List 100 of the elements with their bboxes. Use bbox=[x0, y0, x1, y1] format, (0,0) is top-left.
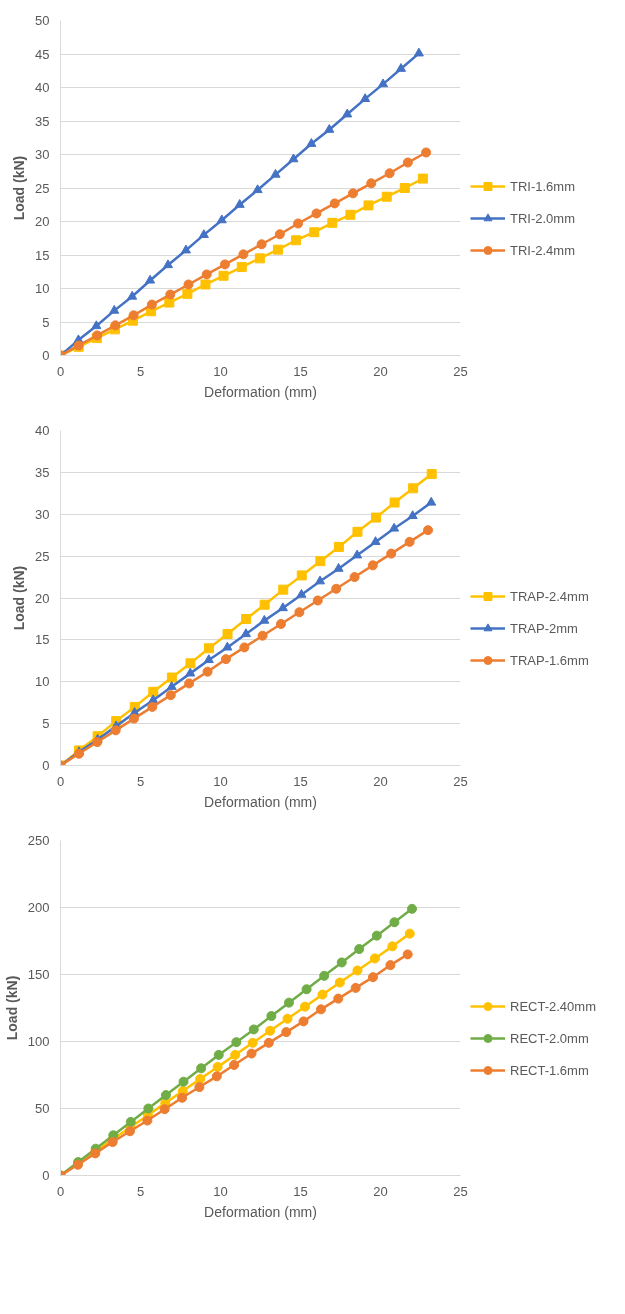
point bbox=[146, 299, 157, 310]
point bbox=[389, 917, 400, 928]
x-tick-label: 5 bbox=[136, 363, 145, 379]
point bbox=[201, 269, 212, 280]
point bbox=[166, 672, 177, 683]
x-tick-label: 0 bbox=[56, 363, 65, 379]
point bbox=[312, 595, 323, 606]
point bbox=[296, 570, 307, 581]
point bbox=[281, 1027, 292, 1038]
x-axis-title: Deformation (mm) bbox=[204, 793, 317, 810]
x-tick-label: 25 bbox=[453, 1183, 468, 1199]
y-tick-label: 30 bbox=[35, 147, 50, 162]
point bbox=[203, 643, 214, 654]
point bbox=[407, 510, 418, 520]
point bbox=[229, 1059, 240, 1070]
point bbox=[417, 173, 428, 184]
point bbox=[378, 78, 389, 88]
point bbox=[272, 244, 283, 255]
point bbox=[142, 1115, 153, 1126]
point bbox=[413, 47, 424, 57]
point bbox=[263, 1037, 274, 1048]
y-tick-label: 35 bbox=[35, 464, 50, 480]
y-tick-label: 45 bbox=[35, 46, 50, 62]
y-tick-label: 50 bbox=[35, 1101, 50, 1116]
y-tick-label: 10 bbox=[35, 674, 50, 690]
point bbox=[389, 522, 400, 532]
point bbox=[265, 1025, 276, 1036]
point bbox=[166, 681, 177, 690]
point bbox=[218, 270, 229, 281]
point bbox=[385, 960, 396, 971]
point bbox=[177, 1092, 188, 1103]
point bbox=[402, 157, 413, 168]
point bbox=[342, 108, 353, 118]
point bbox=[247, 1037, 258, 1048]
point bbox=[216, 214, 227, 224]
point bbox=[212, 1061, 223, 1072]
point bbox=[160, 1090, 171, 1101]
point bbox=[238, 249, 249, 260]
point bbox=[203, 654, 214, 664]
point bbox=[331, 583, 342, 594]
point bbox=[259, 614, 270, 624]
y-tick-label: 0 bbox=[42, 1168, 50, 1183]
point bbox=[408, 483, 419, 494]
point bbox=[148, 686, 159, 697]
point bbox=[254, 253, 265, 264]
x-tick-label: 15 bbox=[293, 1183, 308, 1199]
point bbox=[296, 588, 307, 598]
point bbox=[163, 259, 174, 269]
point bbox=[298, 1016, 309, 1027]
point bbox=[288, 153, 299, 163]
point bbox=[301, 984, 312, 995]
point bbox=[125, 1116, 136, 1127]
point bbox=[404, 536, 415, 547]
point bbox=[352, 965, 363, 976]
x-tick-label: 20 bbox=[373, 1183, 388, 1199]
point bbox=[309, 227, 320, 238]
point bbox=[291, 235, 302, 246]
y-tick-label: 150 bbox=[27, 967, 50, 982]
point bbox=[91, 320, 102, 330]
point bbox=[128, 310, 139, 321]
point bbox=[317, 989, 328, 1000]
point bbox=[219, 259, 230, 270]
point bbox=[165, 289, 176, 300]
legend-label: RECT-1.6mm bbox=[510, 1062, 589, 1078]
y-tick-label: 100 bbox=[27, 1034, 50, 1049]
point bbox=[402, 949, 413, 960]
y-axis-title: Load (kN) bbox=[11, 565, 28, 631]
point bbox=[426, 496, 437, 506]
point bbox=[334, 977, 345, 988]
y-tick-label: 10 bbox=[35, 281, 50, 296]
y-tick-label: 40 bbox=[35, 423, 50, 438]
y-tick-label: 5 bbox=[42, 716, 50, 732]
legend-label: RECT-2.40mm bbox=[510, 998, 596, 1014]
y-tick-label: 250 bbox=[27, 833, 50, 848]
point bbox=[421, 147, 432, 158]
point bbox=[333, 562, 344, 572]
point bbox=[234, 199, 245, 208]
y-tick-label: 25 bbox=[35, 548, 50, 564]
y-tick-label: 40 bbox=[35, 80, 50, 95]
x-tick-label: 20 bbox=[373, 773, 388, 789]
point bbox=[349, 572, 360, 583]
point bbox=[147, 701, 158, 712]
point bbox=[128, 713, 139, 724]
point bbox=[275, 618, 286, 629]
point bbox=[389, 497, 400, 508]
y-tick-label: 15 bbox=[35, 247, 50, 263]
y-tick-label: 0 bbox=[42, 348, 50, 363]
point bbox=[182, 288, 193, 299]
y-tick-label: 20 bbox=[35, 590, 50, 606]
point bbox=[367, 972, 378, 983]
point bbox=[220, 654, 231, 665]
point bbox=[381, 191, 392, 202]
point bbox=[222, 641, 233, 651]
y-tick-label: 0 bbox=[42, 758, 50, 773]
point bbox=[198, 229, 209, 238]
x-axis-title: Deformation (mm) bbox=[204, 1203, 317, 1220]
y-axis-title: Load (kN) bbox=[11, 155, 28, 221]
point bbox=[315, 575, 326, 585]
x-tick-label: 5 bbox=[136, 1183, 145, 1199]
point bbox=[259, 599, 270, 610]
